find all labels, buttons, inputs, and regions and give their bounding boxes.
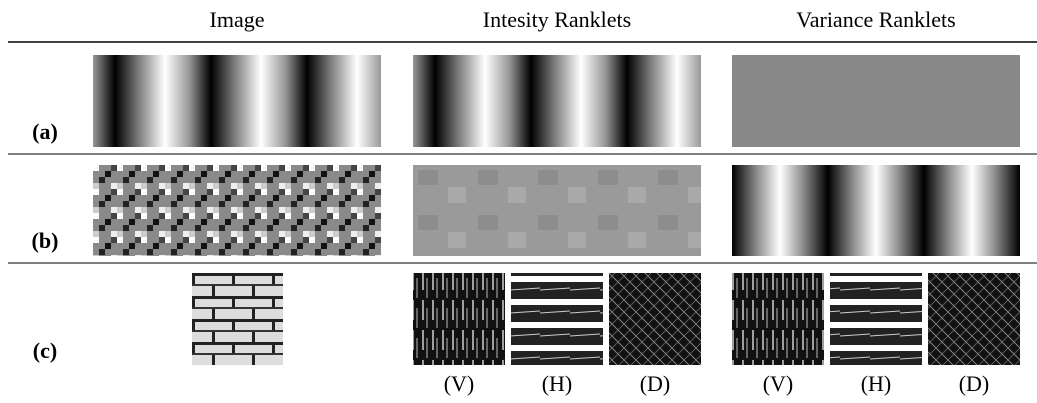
image <box>732 273 824 365</box>
image <box>732 55 1020 147</box>
image <box>830 273 922 365</box>
image <box>413 165 701 256</box>
image <box>928 273 1020 365</box>
row-label: (b) <box>32 228 59 253</box>
sub-label: (H) <box>861 371 892 396</box>
row-label: (a) <box>32 119 58 144</box>
image <box>413 55 701 147</box>
column-header: Intesity Ranklets <box>483 7 631 32</box>
column-header: Variance Ranklets <box>796 7 955 32</box>
row-label: (c) <box>33 338 57 363</box>
image <box>511 273 603 365</box>
image <box>93 165 381 256</box>
sub-label: (V) <box>763 371 794 396</box>
sub-label: (D) <box>959 371 990 396</box>
sub-label: (H) <box>542 371 573 396</box>
image <box>413 273 505 365</box>
image <box>93 55 381 147</box>
column-header: Image <box>210 7 265 32</box>
sub-label: (V) <box>444 371 475 396</box>
image <box>192 273 283 365</box>
sub-label: (D) <box>640 371 671 396</box>
image <box>609 273 701 365</box>
image <box>732 165 1020 256</box>
